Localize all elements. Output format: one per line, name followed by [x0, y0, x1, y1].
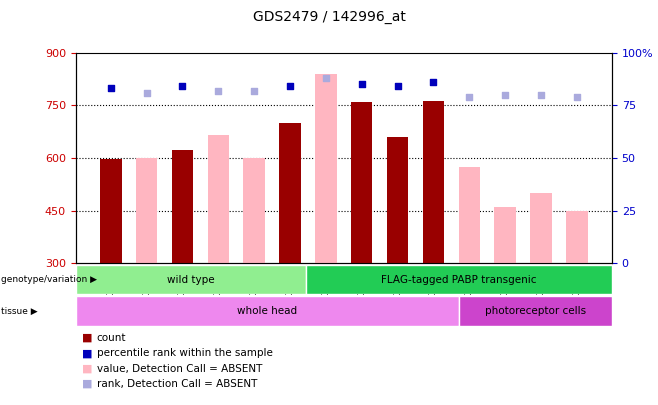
Point	[464, 94, 474, 100]
Point	[357, 81, 367, 87]
Text: genotype/variation ▶: genotype/variation ▶	[1, 275, 97, 284]
Point	[285, 83, 295, 90]
Bar	[351, 102, 372, 263]
Bar	[76, 265, 305, 294]
Bar	[100, 159, 122, 263]
Text: ■: ■	[82, 348, 93, 358]
Text: tissue ▶: tissue ▶	[1, 307, 38, 315]
Text: GDS2479 / 142996_at: GDS2479 / 142996_at	[253, 10, 405, 24]
Bar	[136, 158, 157, 263]
Text: rank, Detection Call = ABSENT: rank, Detection Call = ABSENT	[97, 379, 257, 389]
Bar	[530, 193, 551, 263]
Point	[177, 83, 188, 90]
Text: FLAG-tagged PABP transgenic: FLAG-tagged PABP transgenic	[381, 275, 536, 285]
Bar	[422, 101, 444, 263]
Bar	[305, 265, 612, 294]
Bar	[243, 158, 265, 263]
Bar	[459, 296, 612, 326]
Point	[500, 92, 511, 98]
Text: whole head: whole head	[237, 306, 297, 316]
Text: wild type: wild type	[166, 275, 215, 285]
Text: value, Detection Call = ABSENT: value, Detection Call = ABSENT	[97, 364, 262, 373]
Text: percentile rank within the sample: percentile rank within the sample	[97, 348, 272, 358]
Point	[572, 94, 582, 100]
Point	[105, 85, 116, 92]
Bar	[459, 167, 480, 263]
Bar	[279, 123, 301, 263]
Point	[320, 75, 331, 81]
Text: ■: ■	[82, 379, 93, 389]
Bar	[207, 135, 229, 263]
Text: ■: ■	[82, 364, 93, 373]
Bar	[387, 137, 409, 263]
Point	[249, 87, 259, 94]
Bar	[494, 207, 516, 263]
Point	[428, 79, 439, 85]
Point	[213, 87, 224, 94]
Text: photoreceptor cells: photoreceptor cells	[485, 306, 586, 316]
Bar	[76, 296, 459, 326]
Text: ■: ■	[82, 333, 93, 343]
Point	[141, 90, 152, 96]
Bar	[172, 150, 193, 263]
Point	[392, 83, 403, 90]
Bar	[566, 211, 588, 263]
Point	[536, 92, 546, 98]
Bar	[315, 74, 337, 263]
Text: count: count	[97, 333, 126, 343]
